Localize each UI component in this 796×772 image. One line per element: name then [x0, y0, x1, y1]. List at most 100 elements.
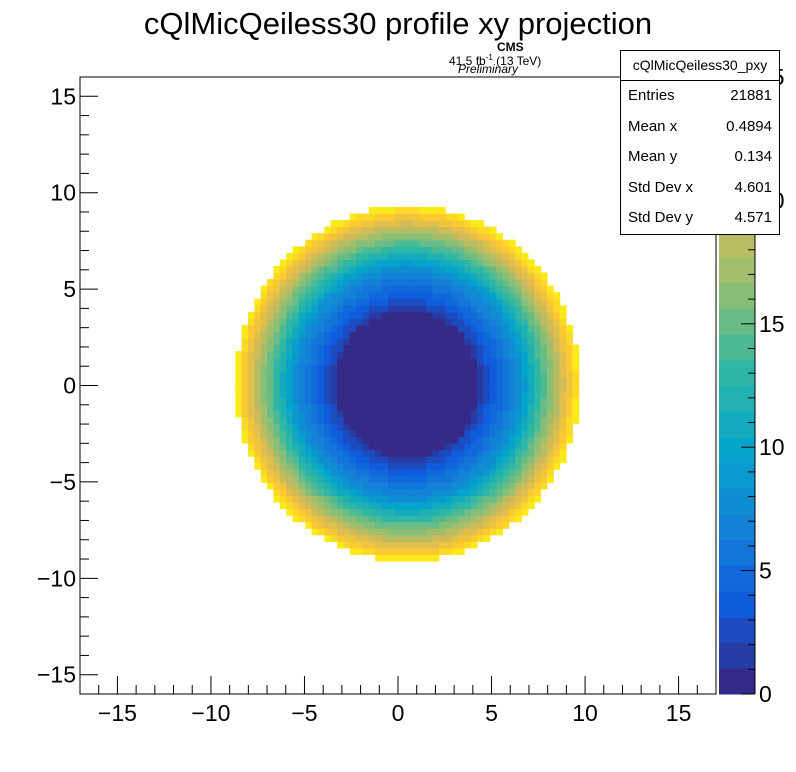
heatmap-bin [356, 475, 364, 483]
heatmap-bin [317, 521, 325, 529]
heatmap-bin [502, 239, 510, 247]
heatmap-bin [406, 279, 414, 287]
heatmap-bin [400, 305, 408, 313]
heatmap-bin [521, 370, 529, 379]
heatmap-bin [451, 482, 459, 490]
heatmap-bin [356, 442, 364, 451]
heatmap-bin [553, 383, 561, 392]
heatmap-bin [394, 501, 402, 510]
stats-row-mean-x: Mean x 0.4894 [621, 112, 779, 143]
heatmap-bin [292, 311, 300, 320]
heatmap-bin [362, 390, 370, 398]
heatmap-bin [483, 351, 491, 359]
heatmap-bin [324, 482, 332, 490]
heatmap-bin [368, 246, 376, 254]
heatmap-bin [406, 397, 414, 405]
heatmap-bin [279, 390, 287, 398]
heatmap-bin [394, 429, 402, 438]
heatmap-bin [451, 246, 459, 254]
heatmap-bin [311, 239, 319, 247]
heatmap-bin [267, 436, 275, 444]
heatmap-bin [470, 429, 478, 438]
heatmap-bin [349, 370, 357, 379]
heatmap-bin [286, 410, 294, 418]
heatmap-bin [400, 475, 408, 483]
heatmap-bin [298, 338, 306, 346]
heatmap-bin [349, 351, 357, 359]
heatmap-bin [476, 501, 484, 510]
heatmap-bin [515, 495, 523, 503]
heatmap-bin [451, 416, 459, 424]
heatmap-bin [553, 462, 561, 470]
heatmap-bin [508, 370, 516, 379]
heatmap-bin [362, 364, 370, 372]
heatmap-bin [387, 285, 395, 293]
heatmap-bin [349, 383, 357, 392]
color-scale-band [719, 539, 755, 566]
heatmap-bin [324, 475, 332, 483]
heatmap-bin [553, 364, 561, 372]
heatmap-bin [553, 410, 561, 418]
heatmap-bin [515, 449, 523, 457]
heatmap-bin [419, 298, 427, 306]
heatmap-bin [413, 344, 421, 352]
heatmap-bin [400, 351, 408, 359]
heatmap-bin [337, 370, 344, 379]
heatmap-bin [375, 324, 383, 333]
heatmap-bin [521, 462, 529, 470]
heatmap-bin [426, 226, 434, 234]
heatmap-bin [419, 462, 427, 470]
heatmap-bin [375, 233, 383, 241]
heatmap-bin [241, 324, 249, 333]
heatmap-bin [426, 462, 434, 470]
heatmap-bin [298, 462, 306, 470]
heatmap-bin [387, 298, 395, 306]
heatmap-bin [527, 338, 535, 346]
heatmap-bin [559, 423, 567, 431]
heatmap-bin [489, 265, 497, 274]
heatmap-bin [311, 449, 319, 457]
heatmap-bin [260, 285, 268, 293]
heatmap-bin [311, 305, 319, 313]
heatmap-bin [445, 410, 453, 418]
heatmap-bin [426, 246, 434, 254]
heatmap-bin [254, 370, 262, 379]
heatmap-bin [400, 220, 408, 228]
heatmap-bin [298, 292, 306, 300]
heatmap-bin [260, 469, 268, 477]
heatmap-bin [406, 475, 414, 483]
heatmap-bin [375, 554, 383, 562]
heatmap-bin [476, 272, 484, 280]
heatmap-bin [387, 475, 395, 483]
heatmap-bin [381, 298, 389, 306]
heatmap-bin [451, 429, 459, 438]
heatmap-bin [292, 436, 300, 444]
heatmap-bin [368, 344, 376, 352]
heatmap-bin [406, 233, 414, 241]
heatmap-bin [292, 357, 300, 365]
heatmap-bin [387, 423, 395, 431]
heatmap-bin [470, 279, 478, 287]
heatmap-bin [260, 456, 268, 464]
heatmap-bin [260, 292, 268, 300]
heatmap-bin [381, 541, 389, 549]
y-tick-label: −15 [37, 662, 76, 688]
heatmap-bin [400, 338, 408, 346]
heatmap-bin [292, 265, 300, 274]
heatmap-bin [476, 318, 484, 326]
heatmap-bin [419, 370, 427, 379]
heatmap-bin [534, 364, 542, 372]
heatmap-bin [286, 377, 294, 385]
heatmap-bin [343, 410, 351, 418]
heatmap-bin [426, 436, 434, 444]
heatmap-bin [375, 469, 383, 477]
heatmap-bin [464, 475, 472, 483]
heatmap-bin [305, 252, 313, 261]
heatmap-bin [489, 482, 497, 490]
heatmap-bin [489, 515, 497, 523]
heatmap-bin [375, 279, 383, 287]
heatmap-bin [413, 528, 421, 536]
heatmap-bin [489, 226, 497, 234]
heatmap-bin [305, 246, 313, 254]
heatmap-bin [438, 246, 446, 254]
